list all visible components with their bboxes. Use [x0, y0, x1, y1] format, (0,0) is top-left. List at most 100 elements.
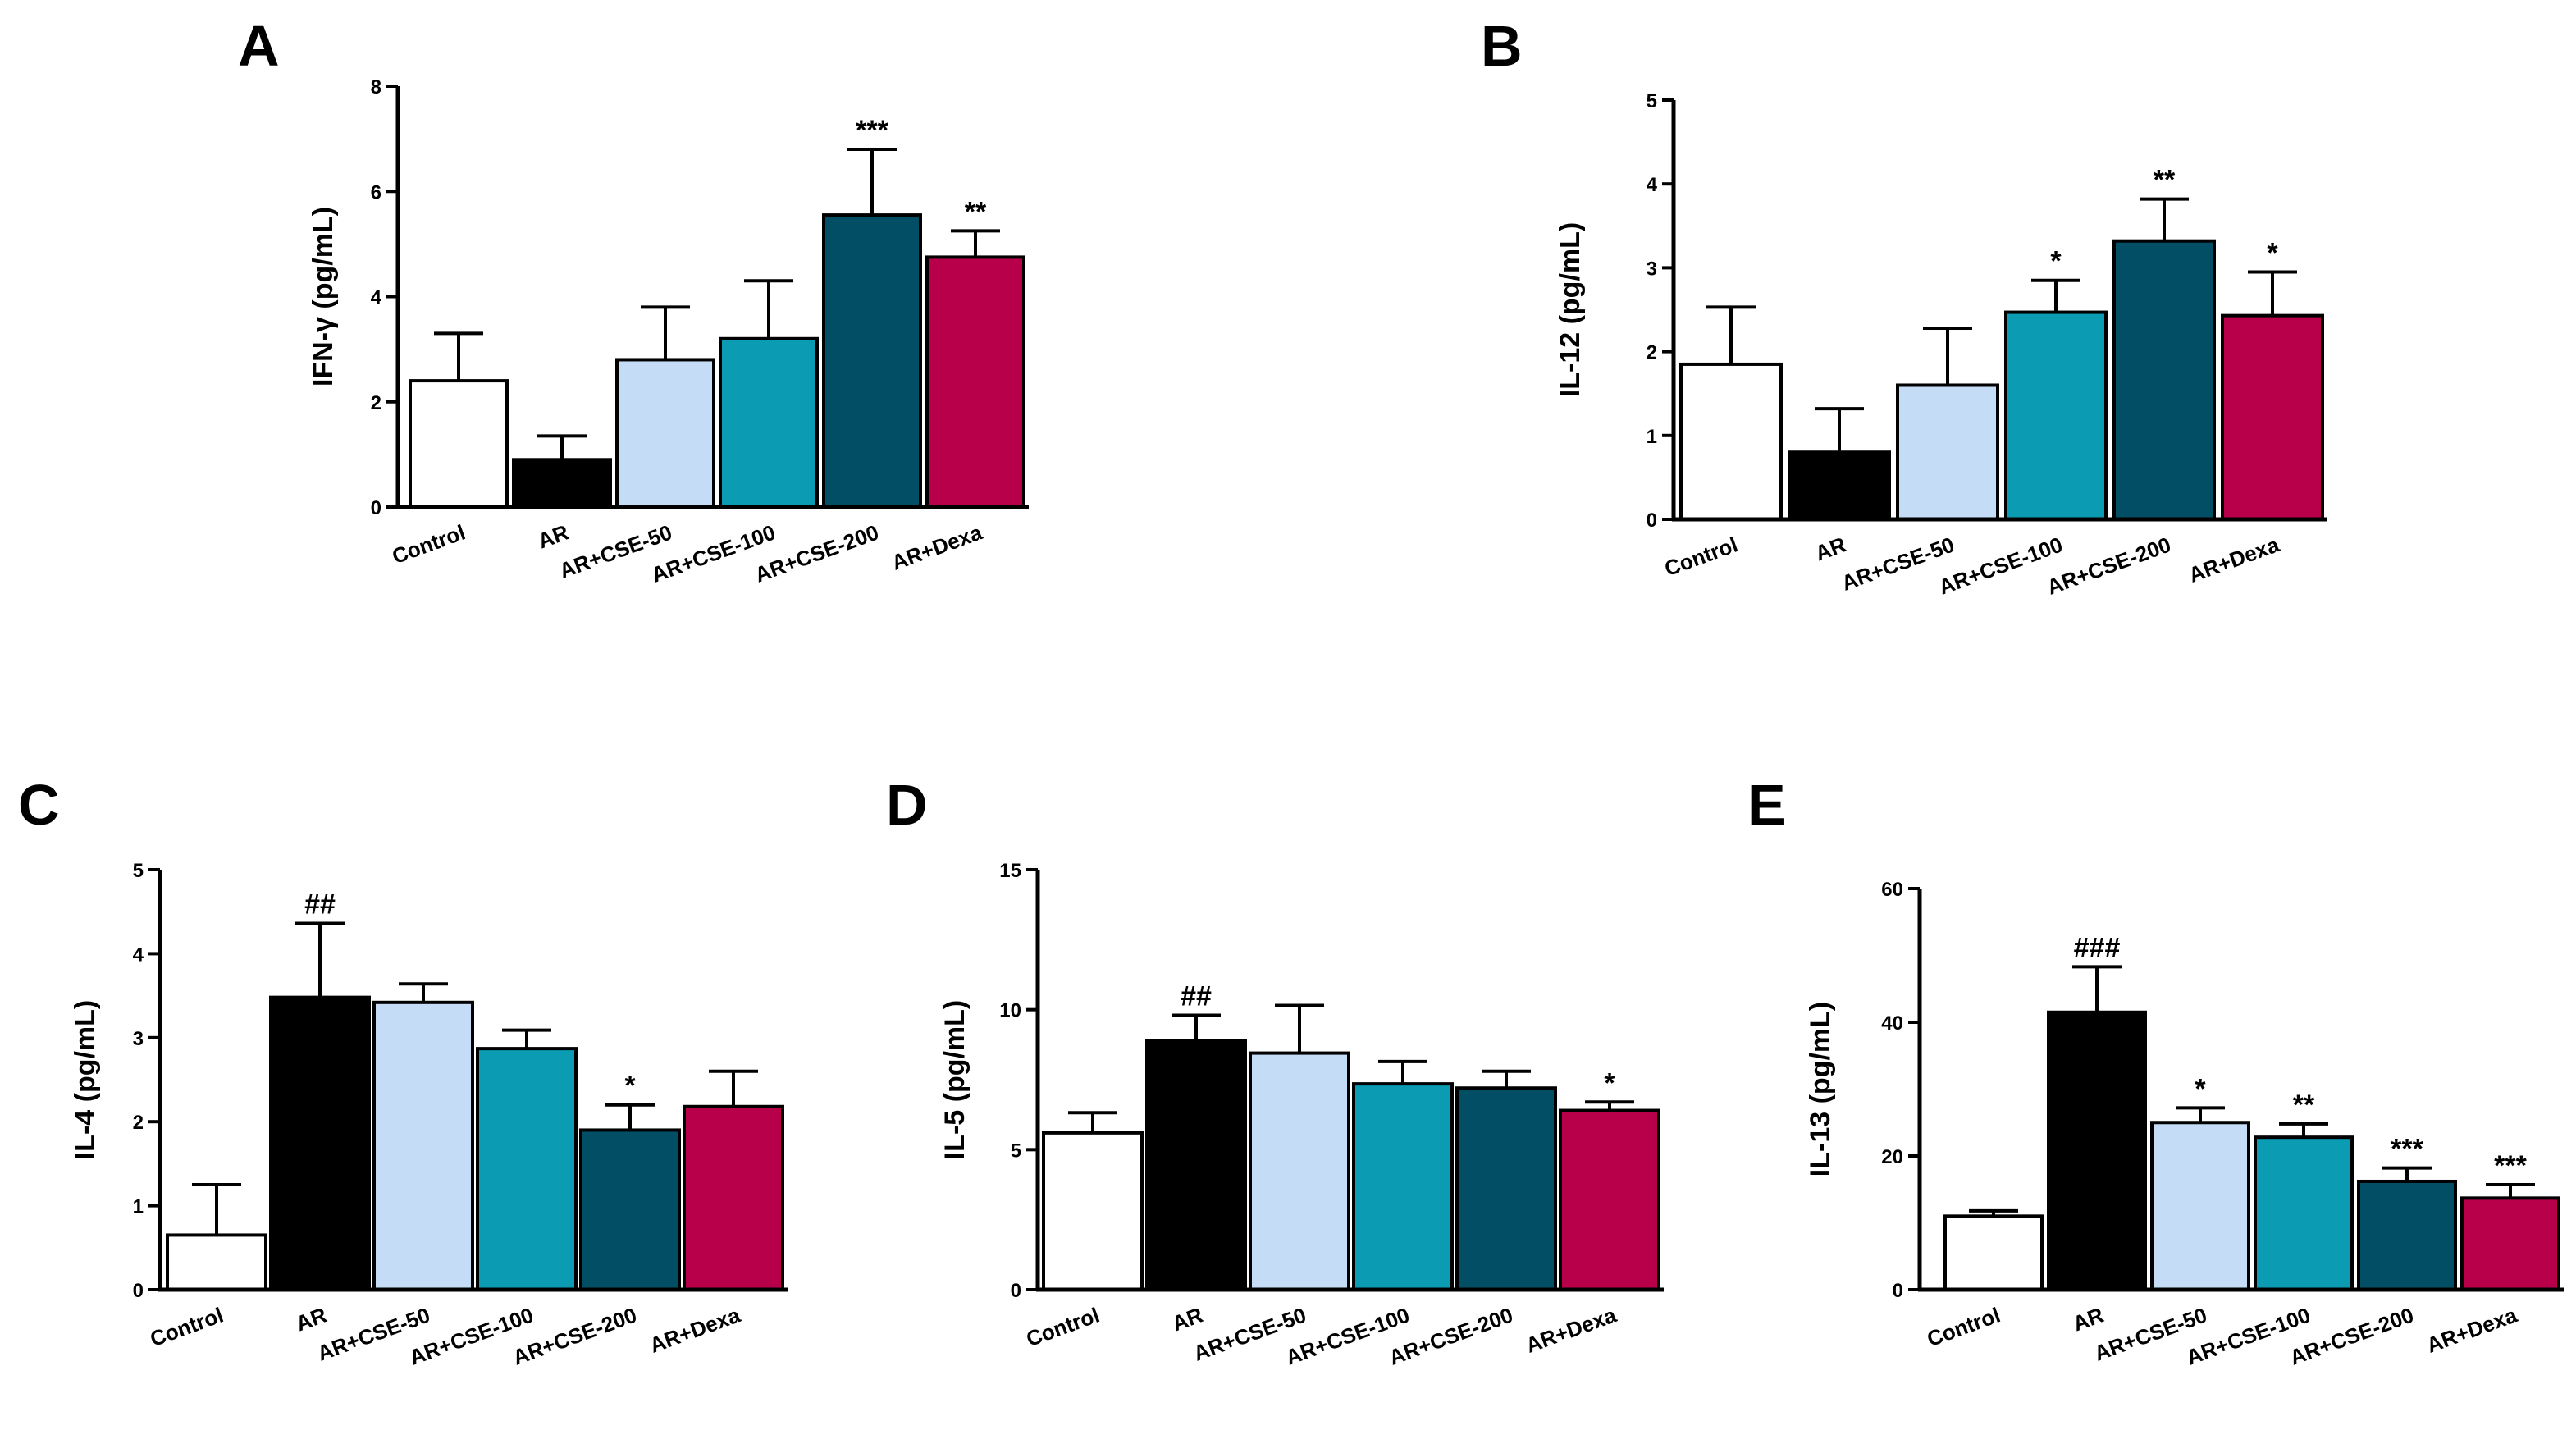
y-tick-label: 6: [371, 181, 381, 203]
y-tick-label: 5: [1011, 1140, 1021, 1162]
x-category-label: Control: [1924, 1302, 2003, 1351]
significance-mark: *: [2050, 246, 2062, 277]
significance-mark: ***: [2494, 1150, 2527, 1181]
x-category-label: AR+Dexa: [888, 519, 986, 575]
x-category-label: AR+Dexa: [2423, 1302, 2521, 1358]
x-category-label: Control: [1661, 532, 1741, 581]
x-category-label: AR: [1168, 1302, 1206, 1336]
x-category-label: Control: [389, 519, 468, 569]
bar-ar: [2047, 1010, 2147, 1292]
y-tick-label: 4: [133, 943, 144, 966]
significance-mark: **: [2154, 165, 2176, 196]
x-category-label: AR+CSE-200: [2044, 532, 2174, 599]
x-category-label: AR+Dexa: [2185, 532, 2283, 587]
panel-letter: E: [1747, 773, 1786, 837]
bar-ar-cse-100: [2254, 1135, 2354, 1292]
bar-ar-cse-50: [2150, 1121, 2250, 1291]
y-tick-label: 0: [1647, 509, 1657, 532]
y-tick-label: 0: [371, 497, 381, 519]
y-tick-label: 0: [133, 1280, 144, 1302]
panel-letter: B: [1481, 14, 1523, 78]
y-tick-label: 5: [133, 860, 144, 882]
y-axis-label: IL-12 (pg/mL): [1555, 222, 1586, 397]
y-tick-label: 40: [1881, 1012, 1903, 1035]
bar-ar-cse-200: [822, 213, 922, 509]
bar-control: [166, 1233, 267, 1291]
significance-mark: *: [2195, 1073, 2206, 1104]
bar-control: [1042, 1131, 1144, 1292]
significance-mark: ##: [304, 889, 336, 921]
bar-ar-cse-200: [579, 1128, 681, 1291]
bar-ar-cse-50: [372, 1000, 474, 1291]
bar-ar: [1788, 450, 1891, 521]
bar-ar-cse-50: [615, 358, 715, 509]
bar-ar-cse-100: [719, 336, 819, 509]
y-tick-label: 2: [133, 1112, 144, 1134]
x-category-label: Control: [1023, 1302, 1103, 1351]
y-tick-label: 4: [371, 287, 382, 309]
x-category-label: Control: [147, 1302, 226, 1351]
bar-ar-dexa: [2221, 313, 2324, 521]
bar-ar-dexa: [2460, 1196, 2560, 1291]
y-axis-label: IL-5 (pg/mL): [939, 1000, 971, 1160]
significance-mark: *: [1604, 1067, 1615, 1099]
significance-mark: ##: [1181, 980, 1212, 1012]
y-tick-label: 0: [1011, 1280, 1021, 1302]
y-tick-label: 0: [1893, 1280, 1903, 1302]
y-tick-label: 15: [999, 860, 1021, 882]
bar-ar: [269, 995, 371, 1291]
y-tick-label: 8: [371, 76, 381, 98]
significance-mark: *: [2267, 238, 2278, 269]
y-tick-label: 3: [133, 1028, 144, 1050]
bar-ar-cse-50: [1896, 383, 1999, 522]
significance-mark: **: [2293, 1090, 2315, 1121]
y-tick-label: 1: [1647, 426, 1657, 448]
bar-ar-cse-200: [2112, 239, 2216, 521]
bar-ar-cse-200: [1455, 1086, 1557, 1291]
significance-mark: **: [965, 196, 987, 227]
y-tick-label: 3: [1647, 258, 1657, 280]
bar-ar: [1145, 1039, 1247, 1292]
bar-control: [1679, 362, 1783, 521]
x-category-label: AR: [292, 1302, 330, 1336]
y-tick-label: 20: [1881, 1146, 1903, 1168]
y-tick-label: 4: [1647, 174, 1658, 196]
x-category-label: AR+CSE-100: [1935, 532, 2066, 599]
x-category-label: AR+Dexa: [646, 1302, 744, 1358]
panel-letter: D: [886, 773, 928, 837]
x-category-label: AR: [534, 519, 572, 553]
x-category-label: AR+Dexa: [1523, 1302, 1620, 1358]
bar-ar-cse-50: [1249, 1051, 1350, 1292]
panel-letter: C: [18, 773, 60, 837]
panel-letter: A: [238, 14, 280, 78]
y-tick-label: 60: [1881, 879, 1903, 901]
bar-ar-dexa: [1559, 1108, 1660, 1291]
y-tick-label: 2: [371, 392, 381, 414]
y-axis-label: IL-13 (pg/mL): [1805, 1002, 1836, 1176]
x-category-label: AR: [1811, 532, 1849, 565]
x-category-label: AR: [2069, 1302, 2107, 1336]
bar-control: [1943, 1214, 2044, 1291]
bar-ar-cse-100: [1352, 1082, 1454, 1291]
y-tick-label: 1: [133, 1196, 144, 1218]
bar-ar-dexa: [683, 1104, 784, 1291]
significance-mark: ###: [2074, 932, 2121, 963]
significance-mark: *: [624, 1071, 636, 1102]
bar-ar-cse-100: [2004, 310, 2108, 522]
bar-ar: [512, 458, 612, 509]
y-axis-label: IFN-γ (pg/mL): [308, 207, 339, 386]
significance-mark: ***: [856, 115, 888, 146]
y-axis-label: IL-4 (pg/mL): [70, 1000, 101, 1160]
bar-control: [409, 379, 509, 509]
y-tick-label: 5: [1647, 90, 1657, 112]
bar-ar-cse-200: [2357, 1179, 2457, 1291]
y-tick-label: 10: [999, 1000, 1021, 1022]
significance-mark: ***: [2391, 1134, 2423, 1165]
